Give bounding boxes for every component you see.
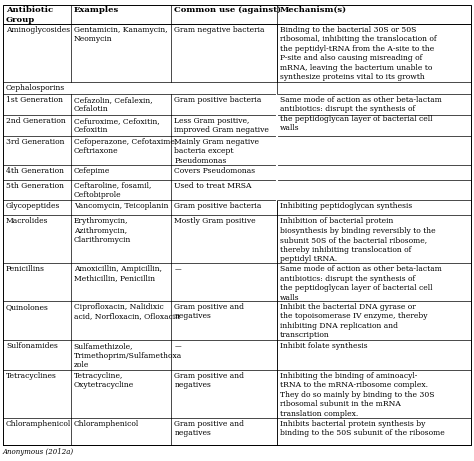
Text: Quinolones: Quinolones — [6, 303, 49, 311]
Text: 1st Generation: 1st Generation — [6, 96, 63, 104]
Text: 2nd Generation: 2nd Generation — [6, 117, 66, 125]
Text: Inhibiting the binding of aminoacyl-
tRNA to the mRNA-ribosome complex.
They do : Inhibiting the binding of aminoacyl- tRN… — [280, 372, 434, 418]
Text: Penicillins: Penicillins — [6, 265, 45, 273]
Text: Tetracyclines: Tetracyclines — [6, 372, 57, 380]
Text: Examples: Examples — [74, 6, 119, 14]
Text: Less Gram positive,
improved Gram negative: Less Gram positive, improved Gram negati… — [174, 117, 269, 134]
Text: Amoxicillin, Ampicillin,
Methicillin, Penicillin: Amoxicillin, Ampicillin, Methicillin, Pe… — [74, 265, 162, 283]
Text: Gram positive bacteria: Gram positive bacteria — [174, 202, 262, 210]
Text: Binding to the bacterial 30S or 50S
ribosomal, inhibiting the translocation of
t: Binding to the bacterial 30S or 50S ribo… — [280, 26, 437, 81]
Text: Gram positive and
negatives: Gram positive and negatives — [174, 303, 245, 320]
Text: Inhibit folate synthesis: Inhibit folate synthesis — [280, 343, 367, 350]
Text: Gram positive and
negatives: Gram positive and negatives — [174, 372, 245, 389]
Text: ––: –– — [174, 265, 182, 273]
Text: Mainly Gram negative
bacteria except
Pseudomonas: Mainly Gram negative bacteria except Pse… — [174, 138, 259, 165]
Text: Sulfamethizole,
Trimethoprim/Sulfamethoxa
zole: Sulfamethizole, Trimethoprim/Sulfamethox… — [74, 343, 182, 369]
Text: Cefuroxime, Cefoxitin,
Cefoxitin: Cefuroxime, Cefoxitin, Cefoxitin — [74, 117, 160, 134]
Text: Macrolides: Macrolides — [6, 217, 48, 225]
Text: Cephalosporins: Cephalosporins — [6, 84, 65, 92]
Text: Erythromycin,
Azithromycin,
Clarithromycin: Erythromycin, Azithromycin, Clarithromyc… — [74, 217, 131, 244]
Text: Inhibits bacterial protein synthesis by
binding to the 50S subunit of the riboso: Inhibits bacterial protein synthesis by … — [280, 420, 445, 437]
Text: Cefoperazone, Cefotaxime,
Ceftriaxone: Cefoperazone, Cefotaxime, Ceftriaxone — [74, 138, 177, 155]
Text: Gram negative bacteria: Gram negative bacteria — [174, 26, 265, 34]
Text: Ciprofloxacin, Nalidixic
acid, Norfloxacin, Ofloxacin: Ciprofloxacin, Nalidixic acid, Norfloxac… — [74, 303, 180, 320]
Text: Gram positive and
negatives: Gram positive and negatives — [174, 420, 245, 437]
Text: Chloramphenicol: Chloramphenicol — [74, 420, 139, 428]
Text: Used to treat MRSA: Used to treat MRSA — [174, 182, 252, 189]
Text: Inhibit the bacterial DNA gyrase or
the topoisomerase IV enzyme, thereby
inhibit: Inhibit the bacterial DNA gyrase or the … — [280, 303, 427, 339]
Text: Aminoglycosides: Aminoglycosides — [6, 26, 70, 34]
Text: 5th Generation: 5th Generation — [6, 182, 64, 189]
Text: Chloramphenicol: Chloramphenicol — [6, 420, 71, 428]
Text: Tetracycline,
Oxytetracycline: Tetracycline, Oxytetracycline — [74, 372, 134, 389]
Text: Antibiotic
Group: Antibiotic Group — [6, 6, 53, 24]
Text: Ceftaroline, fosamil,
Ceftobiprole: Ceftaroline, fosamil, Ceftobiprole — [74, 182, 151, 199]
Text: Cefazolin, Cefalexin,
Cefalotin: Cefazolin, Cefalexin, Cefalotin — [74, 96, 153, 113]
Text: Inhibition of bacterial protein
biosynthesis by binding reversibly to the
subuni: Inhibition of bacterial protein biosynth… — [280, 217, 436, 263]
Text: Inhibiting peptidoglycan synthesis: Inhibiting peptidoglycan synthesis — [280, 202, 412, 210]
Text: 3rd Generation: 3rd Generation — [6, 138, 64, 146]
Text: Mechanism(s): Mechanism(s) — [280, 6, 347, 14]
Text: Same mode of action as other beta-lactam
antibiotics: disrupt the synthesis of
t: Same mode of action as other beta-lactam… — [280, 96, 442, 132]
Text: Vancomycin, Teicoplanin: Vancomycin, Teicoplanin — [74, 202, 168, 210]
Text: Cefepime: Cefepime — [74, 167, 110, 175]
Text: Same mode of action as other beta-lactam
antibiotics: disrupt the synthesis of
t: Same mode of action as other beta-lactam… — [280, 265, 442, 301]
Text: Mostly Gram positive: Mostly Gram positive — [174, 217, 256, 225]
Text: Common use (against): Common use (against) — [174, 6, 282, 14]
Text: Covers Pseudomonas: Covers Pseudomonas — [174, 167, 255, 175]
Text: Sulfonamides: Sulfonamides — [6, 343, 58, 350]
Text: Gentamicin, Kanamycin,
Neomycin: Gentamicin, Kanamycin, Neomycin — [74, 26, 167, 43]
Text: Gram positive bacteria: Gram positive bacteria — [174, 96, 262, 104]
Text: Anonymous (2012a): Anonymous (2012a) — [3, 448, 74, 456]
Text: ––: –– — [174, 343, 182, 350]
Text: Glycopeptides: Glycopeptides — [6, 202, 60, 210]
Text: 4th Generation: 4th Generation — [6, 167, 64, 175]
